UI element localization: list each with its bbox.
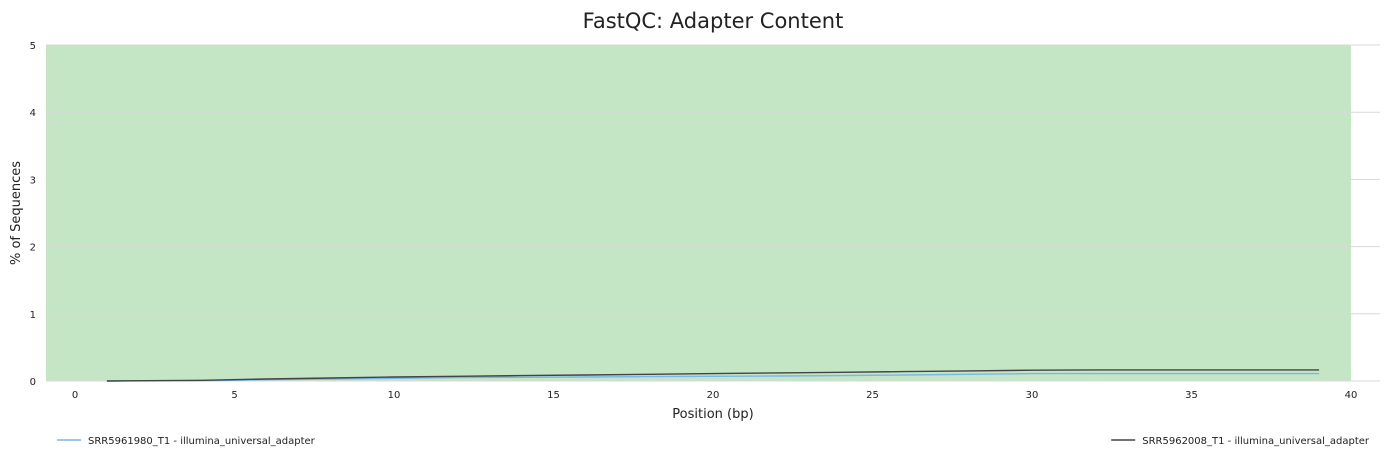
- x-tick-label: 0: [72, 390, 78, 401]
- legend-item-1[interactable]: SRR5961980_T1 - illumina_universal_adapt…: [57, 436, 316, 447]
- x-tick-label: 15: [547, 390, 560, 401]
- legend: SRR5961980_T1 - illumina_universal_adapt…: [57, 436, 1370, 447]
- legend-item-2[interactable]: SRR5962008_T1 - illumina_universal_adapt…: [1111, 436, 1370, 447]
- legend-label: SRR5961980_T1 - illumina_universal_adapt…: [88, 436, 316, 447]
- y-axis-label: % of Sequences: [9, 161, 24, 265]
- pass-band: [46, 45, 1351, 381]
- y-tick-label: 0: [30, 377, 36, 388]
- y-tick-label: 3: [30, 175, 36, 186]
- x-tick-label: 30: [1026, 390, 1039, 401]
- pass-band-layer: [46, 45, 1351, 381]
- legend-label: SRR5962008_T1 - illumina_universal_adapt…: [1142, 436, 1370, 447]
- y-tick-label: 2: [30, 243, 36, 254]
- x-tick-label: 35: [1185, 390, 1198, 401]
- x-tick-label: 25: [866, 390, 879, 401]
- x-tick-label: 10: [388, 390, 401, 401]
- series-line-2: [106, 369, 1320, 382]
- series-lines: [106, 369, 1320, 382]
- series-line-1: [106, 372, 1320, 382]
- x-tick-label: 5: [231, 390, 237, 401]
- y-tick-label: 1: [30, 310, 36, 321]
- y-tick-label: 4: [30, 108, 36, 119]
- x-tick-label: 40: [1345, 390, 1358, 401]
- y-axis-ticks: 0 1 2 3 4 5: [30, 41, 36, 388]
- chart-title: FastQC: Adapter Content: [583, 9, 844, 33]
- x-axis-label: Position (bp): [672, 407, 753, 422]
- x-axis-ticks: 0 5 10 15 20 25 30 35 40: [72, 390, 1358, 401]
- x-tick-label: 20: [707, 390, 720, 401]
- y-tick-label: 5: [30, 41, 36, 52]
- grid-lines: [46, 44, 1380, 382]
